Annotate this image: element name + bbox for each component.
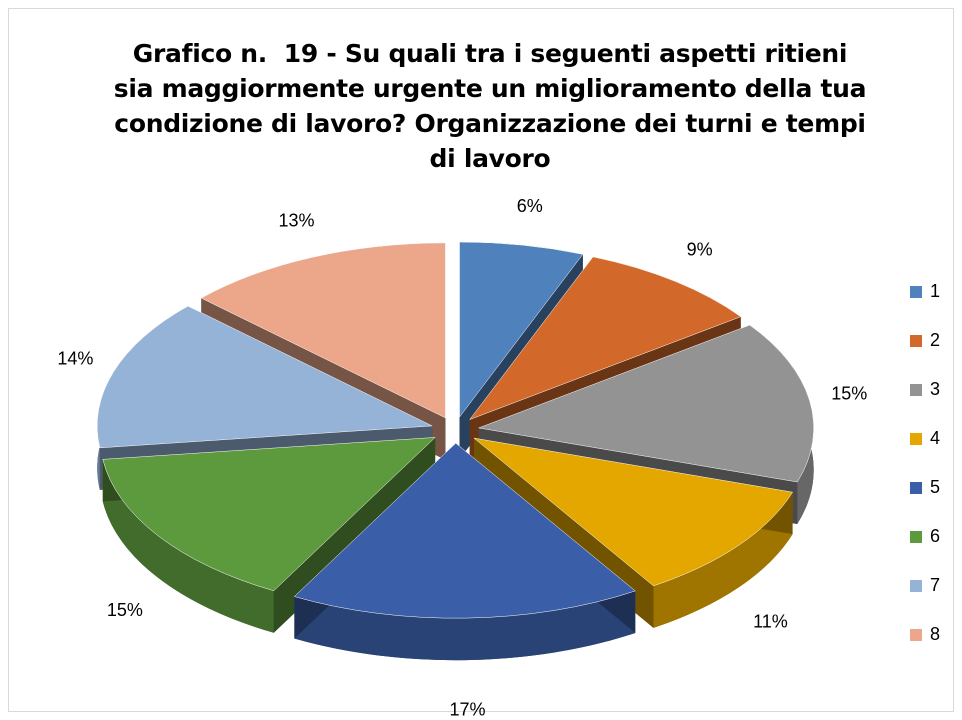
- slice: [293, 442, 636, 661]
- slice-top: [477, 324, 814, 483]
- data-label: 14%: [57, 349, 93, 369]
- data-label: 15%: [831, 383, 867, 403]
- legend-label: 4: [930, 428, 940, 448]
- legend-swatch: [910, 482, 922, 494]
- slice-top: [459, 241, 584, 418]
- data-label: 6%: [517, 196, 543, 216]
- data-label: 15%: [107, 600, 143, 620]
- slice-wall: [102, 459, 274, 633]
- legend-label: 8: [930, 624, 940, 644]
- legend-swatch: [910, 433, 922, 445]
- legend-swatch: [910, 629, 922, 641]
- slice-top: [293, 442, 636, 619]
- slice-top: [468, 256, 742, 421]
- legend-swatch: [910, 384, 922, 396]
- legend-swatch: [910, 286, 922, 298]
- legend-label: 1: [930, 281, 940, 301]
- legend-label: 3: [930, 379, 940, 399]
- slice-top: [102, 437, 436, 592]
- slice-wall: [294, 590, 636, 661]
- legend-swatch: [910, 335, 922, 347]
- legend-label: 6: [930, 526, 940, 546]
- legend-label: 7: [930, 575, 940, 595]
- slice-top: [200, 242, 446, 419]
- data-label: 11%: [753, 612, 788, 632]
- data-label: 17%: [450, 699, 486, 719]
- legend-swatch: [910, 580, 922, 592]
- chart-frame: [8, 8, 954, 712]
- legend-label: 5: [930, 477, 940, 497]
- slice-wall: [653, 492, 793, 628]
- data-label: 9%: [687, 240, 713, 260]
- slice-top: [96, 305, 434, 449]
- slice: [102, 437, 436, 633]
- slice-top: [473, 437, 793, 587]
- data-label: 13%: [278, 211, 314, 231]
- legend-label: 2: [930, 330, 940, 350]
- chart-title: Grafico n. 19 - Su quali tra i seguenti …: [113, 39, 875, 173]
- legend-swatch: [910, 531, 922, 543]
